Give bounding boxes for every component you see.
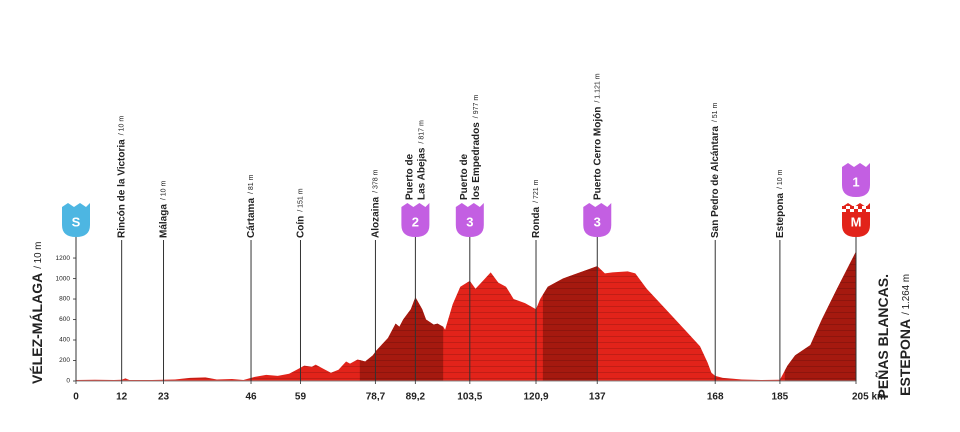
- y-tick-label: 0: [66, 378, 70, 385]
- waypoint-label: Ronda / 721 m: [531, 179, 542, 238]
- waypoint-label: San Pedro de Alcántara / 51 m: [710, 102, 721, 238]
- waypoint-label: Puerto de: [404, 153, 415, 200]
- x-tick-label: 137: [589, 392, 606, 403]
- waypoint-label: Málaga / 10 m: [158, 180, 169, 238]
- badge-shape: [842, 163, 870, 197]
- badge: M: [842, 203, 870, 237]
- waypoint-name: Puerto Cerro Mojón: [592, 107, 603, 200]
- x-tick-label: 23: [158, 392, 170, 403]
- checker: [858, 206, 862, 209]
- waypoint-altitude: / 10 m: [119, 116, 126, 136]
- checker: [846, 206, 850, 209]
- checker: [866, 209, 870, 212]
- badge-label: 2: [412, 214, 419, 229]
- checker: [846, 209, 850, 212]
- waypoint-label: los Empedrados / 977 m: [470, 95, 481, 200]
- x-tick-label: 103,5: [457, 392, 482, 403]
- x-tick-label: 89,2: [406, 392, 426, 403]
- waypoint-label: Puerto Cerro Mojón / 1.121 m: [592, 73, 603, 200]
- waypoint-name: Cártama: [246, 198, 257, 238]
- badge-label: 1: [852, 174, 859, 189]
- checker: [850, 206, 854, 209]
- checker: [842, 209, 846, 212]
- waypoint-altitude: / 10 m: [33, 242, 44, 269]
- waypoint-altitude: / 10 m: [777, 169, 784, 189]
- badge-label: 3: [466, 214, 473, 229]
- y-tick-label: 600: [59, 316, 70, 323]
- waypoint-label: PEÑAS BLANCAS.: [874, 274, 891, 398]
- badge: S: [62, 203, 90, 237]
- waypoint-altitude: / 977 m: [473, 95, 480, 119]
- waypoint-name: San Pedro de Alcántara: [710, 126, 721, 238]
- waypoint-label: VÉLEZ-MÁLAGA / 10 m: [29, 242, 45, 384]
- waypoint-altitude: / 151 m: [297, 188, 304, 212]
- badge: 1: [842, 163, 870, 197]
- waypoint-name: ESTEPONA: [897, 319, 913, 396]
- x-tick-label: 12: [116, 392, 128, 403]
- x-tick-label: 120,9: [523, 392, 548, 403]
- waypoint-altitude: / 81 m: [248, 174, 255, 194]
- waypoint-label: Puerto de: [458, 153, 469, 200]
- waypoint-name: Ronda: [531, 206, 542, 238]
- checker: [854, 206, 858, 209]
- badge-shape: [401, 203, 430, 237]
- y-tick-label: 1000: [56, 275, 71, 282]
- waypoint-name: VÉLEZ-MÁLAGA: [29, 273, 45, 384]
- waypoint-name: PEÑAS BLANCAS.: [874, 274, 891, 398]
- x-tick-label: 78,7: [366, 392, 386, 403]
- checker: [858, 209, 862, 212]
- badge-shape: [583, 203, 612, 237]
- badge-label: M: [851, 214, 862, 229]
- x-tick-label: 168: [707, 392, 724, 403]
- x-tick-label: 185: [772, 392, 789, 403]
- badge: 3: [455, 203, 484, 237]
- waypoint-altitude: / 378 m: [372, 169, 379, 193]
- badge-label: 3: [594, 214, 601, 229]
- checker: [862, 206, 866, 209]
- waypoint-label: Rincón de la Victoria / 10 m: [116, 116, 127, 238]
- badge-label: S: [72, 214, 81, 229]
- x-tick-label: 46: [245, 392, 257, 403]
- waypoint-name: Alozaina: [370, 196, 381, 238]
- waypoint-label: Coín / 151 m: [295, 188, 306, 238]
- waypoint-label: Cártama / 81 m: [246, 174, 257, 238]
- waypoint-altitude: / 10 m: [160, 180, 167, 200]
- checker: [854, 209, 858, 212]
- badge: 2: [401, 203, 430, 237]
- checker: [850, 209, 854, 212]
- checker: [842, 206, 846, 209]
- y-tick-label: 1200: [56, 255, 71, 262]
- waypoint-name: los Empedrados: [470, 122, 481, 200]
- waypoint-label: Las Abejas / 817 m: [416, 120, 427, 200]
- waypoint-name: Rincón de la Victoria: [116, 139, 127, 238]
- badge-shape: [455, 203, 484, 237]
- y-tick-label: 200: [59, 357, 70, 364]
- waypoint-name: Estepona: [775, 193, 786, 238]
- waypoint-name: Málaga: [158, 204, 169, 238]
- waypoint-label: Alozaina / 378 m: [370, 169, 381, 238]
- waypoint-name: Puerto de: [404, 153, 415, 200]
- waypoint-altitude: / 721 m: [533, 179, 540, 203]
- waypoint-label: Estepona / 10 m: [775, 169, 786, 238]
- x-tick-label: 205 km: [852, 392, 886, 403]
- x-tick-label: 0: [73, 392, 79, 403]
- waypoint-name: Puerto de: [458, 153, 469, 200]
- badge: 3: [583, 203, 612, 237]
- waypoint-altitude: / 51 m: [712, 102, 719, 122]
- y-tick-label: 400: [59, 337, 70, 344]
- waypoint-altitude: / 1.121 m: [594, 73, 601, 102]
- waypoint-label: ESTEPONA / 1.264 m: [897, 274, 913, 396]
- badge-shape: [62, 203, 90, 237]
- checker: [862, 209, 866, 212]
- profile-hatch: [76, 251, 856, 381]
- waypoint-altitude: / 1.264 m: [901, 274, 912, 315]
- waypoint-altitude: / 817 m: [418, 120, 425, 144]
- checker: [866, 206, 870, 209]
- x-tick-label: 59: [295, 392, 307, 403]
- waypoint-name: Las Abejas: [416, 147, 427, 200]
- waypoint-name: Coín: [295, 216, 306, 238]
- y-tick-label: 800: [59, 296, 70, 303]
